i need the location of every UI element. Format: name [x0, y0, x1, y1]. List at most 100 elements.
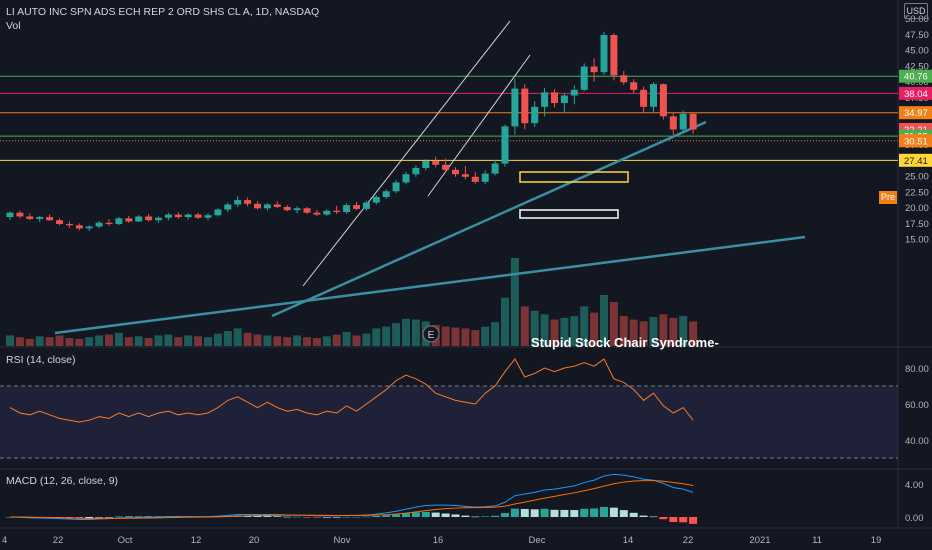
candle-body[interactable] — [590, 66, 598, 73]
price-badge[interactable] — [899, 69, 932, 83]
candle-body[interactable] — [452, 169, 459, 175]
candle-body[interactable] — [273, 204, 281, 207]
candle-body[interactable] — [174, 214, 182, 218]
channel-line-upper[interactable] — [302, 20, 511, 287]
candle-body[interactable] — [442, 164, 450, 170]
candle-body[interactable] — [244, 200, 252, 204]
candle-body[interactable] — [6, 212, 14, 218]
candle-body[interactable] — [541, 92, 549, 107]
candle-body[interactable] — [343, 205, 351, 213]
channel-line-lower[interactable] — [427, 54, 531, 197]
signal-line — [10, 480, 694, 520]
price-badge[interactable] — [899, 86, 932, 100]
candle-body[interactable] — [224, 204, 232, 210]
candle-body[interactable] — [372, 196, 380, 203]
candle-body[interactable] — [422, 161, 430, 168]
candle-body[interactable] — [382, 191, 390, 197]
candle-body[interactable] — [402, 174, 410, 183]
candle-body[interactable] — [105, 222, 113, 225]
candle-body[interactable] — [353, 205, 360, 209]
candle-body[interactable] — [135, 216, 143, 222]
candle-body[interactable] — [669, 116, 677, 130]
support-box-lower[interactable] — [519, 209, 619, 219]
candle-body[interactable] — [521, 88, 529, 124]
candle-body[interactable] — [184, 214, 192, 218]
candle-body[interactable] — [204, 215, 212, 218]
premarket-label: Pre — [879, 191, 897, 204]
candle-body[interactable] — [640, 89, 648, 107]
price-badge[interactable] — [899, 106, 932, 120]
symbol-title[interactable]: LI AUTO INC SPN ADS ECH REP 2 ORD SHS CL… — [6, 6, 320, 18]
candle-body[interactable] — [560, 95, 568, 104]
candle-body[interactable] — [313, 212, 321, 215]
candle-body[interactable] — [303, 208, 311, 213]
candle-body[interactable] — [620, 75, 628, 83]
candle-body[interactable] — [481, 173, 489, 182]
candle-body[interactable] — [333, 210, 341, 213]
currency-badge[interactable]: USD — [904, 3, 928, 19]
candle-body[interactable] — [145, 216, 153, 221]
candle-body[interactable] — [283, 207, 291, 211]
macd-title[interactable]: MACD (12, 26, close, 9) — [6, 475, 119, 487]
earnings-marker[interactable]: E — [422, 325, 440, 343]
trendline-lower[interactable] — [54, 235, 806, 335]
rsi-title[interactable]: RSI (14, close) — [6, 354, 76, 366]
price-badge[interactable] — [899, 153, 932, 167]
candle-body[interactable] — [580, 66, 588, 90]
candle-body[interactable] — [362, 202, 370, 209]
candle-body[interactable] — [511, 88, 519, 127]
candle-body[interactable] — [26, 216, 34, 219]
candle-body[interactable] — [234, 200, 242, 205]
candle-body[interactable] — [16, 212, 24, 217]
trendline-upper[interactable] — [271, 120, 707, 318]
candle-body[interactable] — [164, 214, 172, 218]
candle-body[interactable] — [56, 220, 63, 225]
annotation-text[interactable]: Stupid Stock Chair Syndrome- — [531, 335, 719, 350]
candle-body[interactable] — [689, 113, 697, 130]
candle-body[interactable] — [95, 222, 103, 227]
candle-body[interactable] — [412, 167, 420, 175]
candle-body[interactable] — [650, 84, 657, 107]
candle-body[interactable] — [85, 226, 93, 229]
candle-body[interactable] — [125, 218, 133, 222]
candle-body[interactable] — [531, 106, 539, 124]
price-badge[interactable] — [899, 134, 932, 148]
volume-bar — [362, 333, 371, 346]
candle-body[interactable] — [392, 182, 400, 192]
support-box-upper[interactable] — [519, 171, 629, 183]
candle-body[interactable] — [461, 174, 469, 177]
candle-body[interactable] — [293, 208, 301, 211]
candle-body[interactable] — [659, 84, 667, 117]
candle-body[interactable] — [75, 225, 83, 229]
macd-histogram-bar — [293, 516, 302, 518]
volume-bar — [501, 297, 509, 346]
volume-label[interactable]: Vol — [6, 20, 21, 32]
price-axis[interactable]: 50.0047.5045.0042.5040.0037.5035.0032.50… — [899, 14, 932, 524]
volume-bar — [204, 337, 212, 346]
candle-body[interactable] — [194, 214, 202, 218]
candle-body[interactable] — [263, 204, 271, 209]
time-tick: 12 — [191, 535, 202, 546]
candle-body[interactable] — [551, 92, 558, 104]
candle-body[interactable] — [610, 35, 618, 76]
candle-body[interactable] — [254, 203, 261, 209]
candle-body[interactable] — [679, 113, 687, 130]
candle-body[interactable] — [46, 217, 54, 221]
candle-body[interactable] — [630, 82, 638, 90]
candle-body[interactable] — [432, 161, 440, 165]
candle-body[interactable] — [491, 163, 499, 174]
candle-body[interactable] — [155, 217, 162, 221]
macd-histogram-bar — [491, 515, 500, 517]
candle-body[interactable] — [570, 89, 578, 96]
candle-body[interactable] — [600, 35, 608, 73]
candle-body[interactable] — [501, 126, 509, 164]
candle-body[interactable] — [115, 218, 123, 225]
candle-body[interactable] — [471, 176, 479, 182]
candle-body[interactable] — [36, 217, 44, 219]
price-badge-label: 34.97 — [904, 108, 928, 119]
candle-body[interactable] — [65, 224, 73, 226]
candle-body[interactable] — [214, 209, 222, 216]
candle-body[interactable] — [323, 210, 331, 215]
time-axis[interactable]: 22 Oct 12 20 Nov 16 Dec 14 22 2021 11 19 4 — [2, 535, 881, 546]
